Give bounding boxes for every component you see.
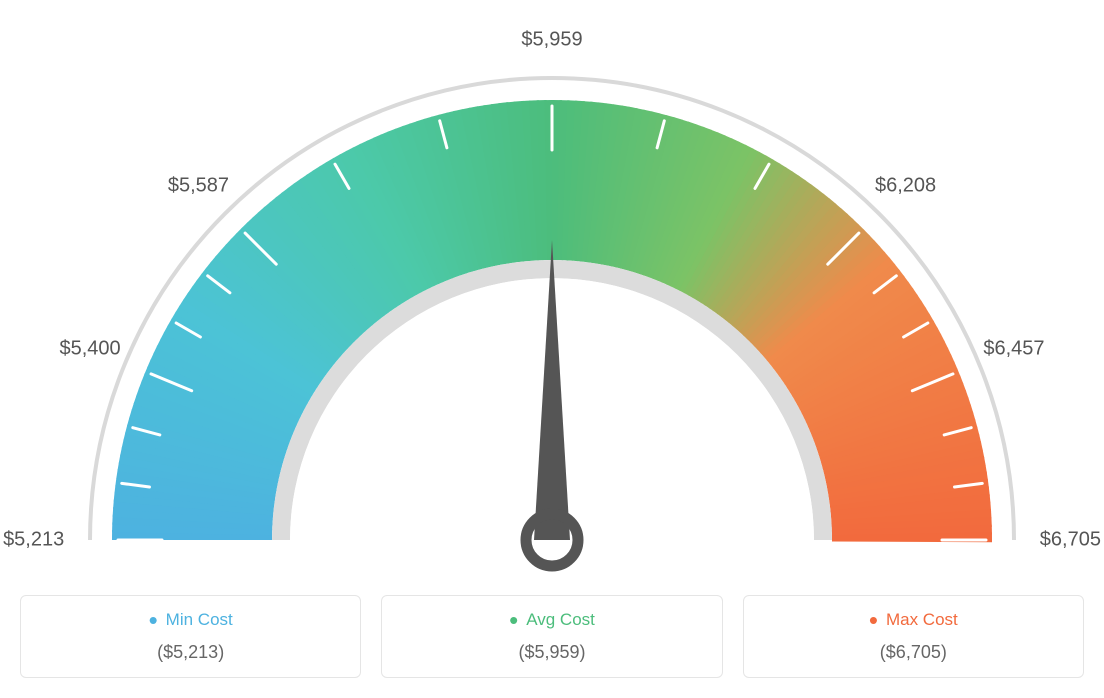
legend-label-avg: Avg Cost <box>509 610 595 630</box>
gauge-tick-label: $5,400 <box>59 337 120 360</box>
legend-card-avg: Avg Cost ($5,959) <box>381 595 722 678</box>
gauge-tick-label: $6,208 <box>875 175 936 198</box>
legend-row: Min Cost ($5,213) Avg Cost ($5,959) Max … <box>20 595 1084 678</box>
gauge-tick-label: $5,213 <box>3 529 64 552</box>
cost-gauge-chart: $5,213$5,400$5,587$5,959$6,208$6,457$6,7… <box>20 20 1084 575</box>
legend-value-min: ($5,213) <box>31 642 350 663</box>
gauge-tick-label: $6,705 <box>1040 529 1101 552</box>
legend-label-max: Max Cost <box>869 610 958 630</box>
legend-label-min: Min Cost <box>149 610 233 630</box>
legend-card-max: Max Cost ($6,705) <box>743 595 1084 678</box>
legend-value-max: ($6,705) <box>754 642 1073 663</box>
gauge-tick-label: $6,457 <box>983 337 1044 360</box>
legend-value-avg: ($5,959) <box>392 642 711 663</box>
legend-card-min: Min Cost ($5,213) <box>20 595 361 678</box>
gauge-tick-label: $5,959 <box>521 29 582 52</box>
gauge-tick-label: $5,587 <box>168 175 229 198</box>
gauge-svg <box>20 20 1084 575</box>
